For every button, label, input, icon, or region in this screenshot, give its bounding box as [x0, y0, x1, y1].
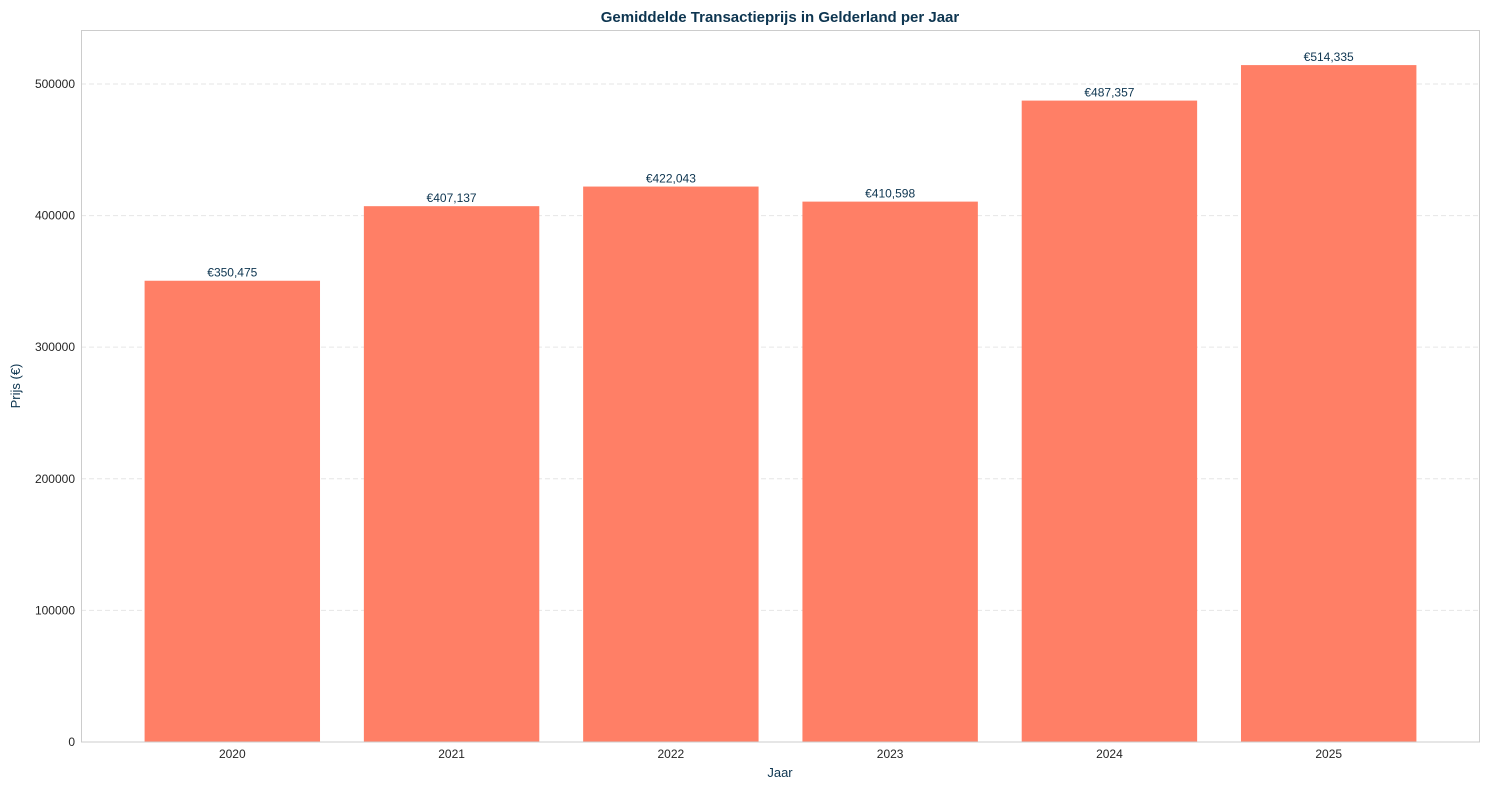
y-tick-label: 200000 — [35, 472, 75, 486]
x-tick-label: 2020 — [219, 747, 246, 761]
x-tick-label: 2022 — [658, 747, 685, 761]
y-tick-label: 0 — [68, 735, 75, 749]
y-axis-label: Prijs (€) — [8, 364, 23, 409]
bar-2023 — [802, 201, 978, 743]
data-label-2024: €487,357 — [1084, 86, 1134, 100]
x-axis-ticks: 2020 2021 2022 2023 2024 2025 — [219, 747, 1342, 761]
x-tick-label: 2021 — [438, 747, 465, 761]
y-tick-label: 400000 — [35, 209, 75, 223]
x-tick-label: 2025 — [1315, 747, 1342, 761]
bars — [144, 65, 1417, 743]
y-tick-label: 300000 — [35, 340, 75, 354]
chart-title: Gemiddelde Transactieprijs in Gelderland… — [601, 9, 960, 26]
data-labels: €350,475 €407,137 €422,043 €410,598 €487,357… — [207, 50, 1354, 280]
bar-2020 — [144, 280, 321, 742]
data-label-2022: €422,043 — [646, 172, 696, 186]
x-axis-label: Jaar — [767, 765, 793, 780]
data-label-2023: €410,598 — [865, 187, 915, 201]
y-axis-ticks: 0 100000 200000 300000 400000 500000 — [35, 77, 75, 749]
x-tick-label: 2023 — [877, 747, 904, 761]
bar-2024 — [1021, 100, 1198, 742]
y-tick-label: 500000 — [35, 77, 75, 91]
bar-2022 — [583, 186, 759, 743]
data-label-2021: €407,137 — [427, 191, 477, 205]
data-label-2025: €514,335 — [1304, 50, 1354, 64]
data-label-2020: €350,475 — [207, 266, 257, 280]
x-tick-label: 2024 — [1096, 747, 1123, 761]
bar-2021 — [363, 206, 540, 743]
y-tick-label: 100000 — [35, 603, 75, 617]
bar-2025 — [1240, 65, 1417, 742]
plot-frame — [81, 30, 1480, 743]
